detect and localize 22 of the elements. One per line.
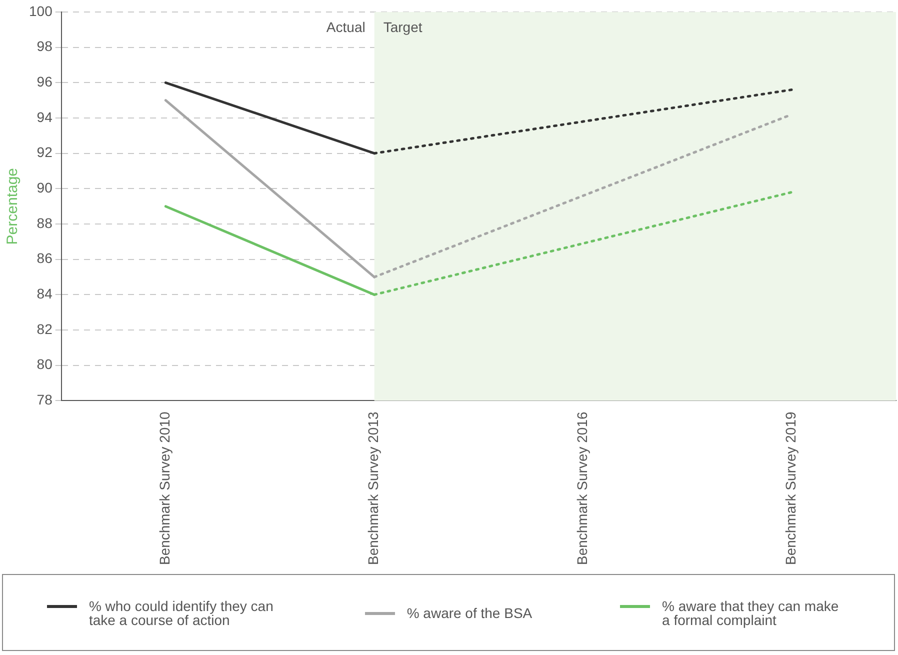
x-tick-label: Benchmark Survey 2019 <box>782 411 799 566</box>
y-tick-label: 94 <box>36 108 53 125</box>
legend-label: % who could identify they can take a course of action <box>88 598 274 628</box>
x-tick-label: Benchmark Survey 2010 <box>156 411 173 566</box>
x-tick-label: Benchmark Survey 2016 <box>574 411 590 566</box>
y-tick-label: 78 <box>36 392 53 408</box>
y-tick-label: 96 <box>36 74 53 90</box>
y-tick-label: 90 <box>36 180 53 196</box>
band-label: Target <box>383 19 422 35</box>
legend-label: % aware of the BSA <box>406 604 532 620</box>
y-tick-label: 92 <box>36 144 53 160</box>
legend-label: % aware that they can make a formal complaint <box>662 598 840 628</box>
y-tick-label: 86 <box>36 250 53 266</box>
y-tick-label: 82 <box>36 320 53 337</box>
y-tick-label: 98 <box>36 38 53 54</box>
y-tick-label: 88 <box>36 214 53 231</box>
y-tick-label: 84 <box>36 286 53 302</box>
y-tick-label: 80 <box>36 356 53 372</box>
y-tick-label: 100 <box>29 2 53 19</box>
y-axis-title: Percentage <box>4 168 22 245</box>
annotation: Actual <box>326 19 366 35</box>
x-tick-label: Benchmark Survey 2013 <box>365 411 382 566</box>
